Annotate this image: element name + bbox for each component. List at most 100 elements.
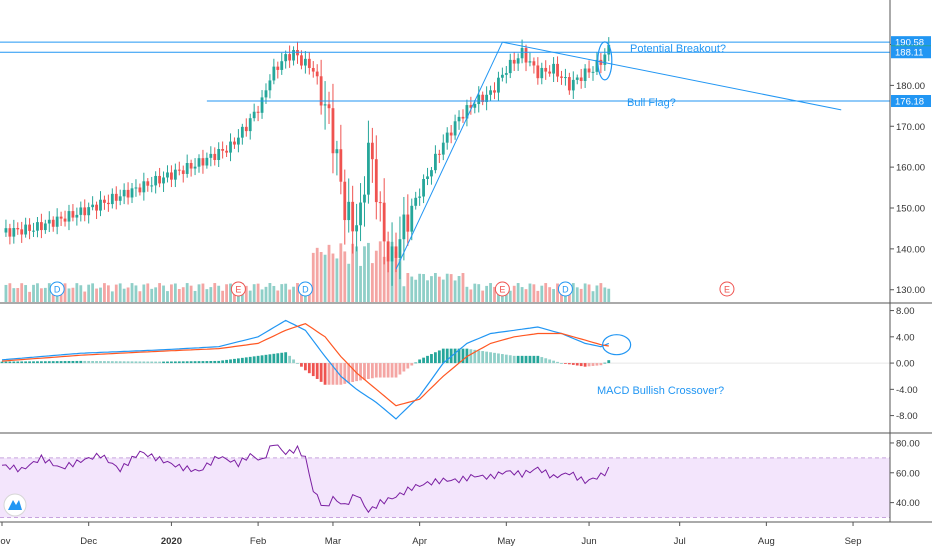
macd-histogram-bar — [237, 358, 240, 364]
volume-bar — [367, 242, 370, 302]
macd-histogram-bar — [4, 361, 8, 364]
macd-histogram-bar — [524, 355, 528, 364]
volume-bar — [55, 291, 59, 302]
macd-histogram-bar — [477, 350, 481, 364]
macd-histogram-bar — [256, 355, 260, 364]
event-marker-label: E — [499, 285, 505, 295]
volume-bar — [272, 285, 276, 302]
price-label-box — [891, 46, 931, 59]
volume-bar — [351, 243, 355, 302]
macd-histogram-bar — [122, 361, 126, 364]
candle-body — [603, 54, 607, 65]
macd-histogram-bar — [528, 355, 532, 364]
volume-bar — [268, 283, 272, 302]
logo-icon[interactable] — [3, 493, 27, 517]
macd-histogram-bar — [158, 361, 161, 364]
event-marker-e[interactable]: E — [719, 281, 735, 297]
candle-body — [548, 71, 552, 74]
event-marker-e[interactable]: E — [494, 281, 510, 297]
candle-body — [327, 104, 331, 109]
volume-bar — [260, 289, 264, 302]
candle-body — [508, 59, 512, 74]
candlesticks[interactable] — [4, 37, 611, 286]
volume-bar — [256, 283, 260, 302]
macd-histogram-bar — [12, 361, 16, 364]
annotation-macd-crossover: MACD Bullish Crossover? — [597, 385, 724, 397]
candle-body — [410, 205, 414, 232]
volume-bar — [599, 283, 603, 302]
candle-body — [32, 230, 35, 232]
time-tick-label: Feb — [250, 536, 266, 547]
volume-bar — [225, 284, 228, 302]
candle-body — [544, 67, 548, 72]
macd-histogram-bar — [150, 361, 154, 364]
candle-body — [150, 185, 154, 187]
volume-bar — [177, 288, 181, 302]
macd-histogram-bar — [292, 359, 295, 364]
macd-histogram-bar — [343, 363, 347, 384]
volume-bar — [359, 265, 362, 302]
candle-body — [370, 142, 374, 160]
event-marker-d[interactable]: D — [297, 281, 313, 297]
volume-bar — [402, 286, 406, 302]
macd-histogram-bar — [221, 360, 225, 364]
macd-histogram-bar — [406, 363, 410, 369]
volume-bar — [315, 247, 319, 302]
volume-bar — [564, 291, 567, 302]
volume-bar — [166, 291, 169, 302]
volume-bar — [575, 287, 579, 302]
macd-histogram-bar — [493, 352, 496, 364]
macd-histogram-bar — [532, 355, 536, 364]
volume-bar — [437, 276, 441, 302]
candle-body — [497, 77, 500, 93]
volume-bar — [47, 283, 51, 302]
candle-body — [201, 158, 205, 166]
trendlines[interactable] — [0, 41, 890, 270]
candle-body — [540, 67, 544, 79]
macd-histogram-bar — [114, 361, 118, 364]
volume-bar — [548, 287, 552, 302]
macd-histogram-bar — [556, 361, 559, 364]
macd-pane[interactable] — [0, 319, 890, 420]
volume-bar — [280, 284, 284, 302]
macd-histogram-bar — [374, 363, 378, 378]
volume-bar — [114, 284, 118, 302]
candle-body — [158, 175, 161, 184]
macd-histogram-bar — [497, 353, 500, 364]
volume-bar — [481, 290, 485, 302]
event-marker-d[interactable]: D — [49, 281, 65, 297]
volume-bar — [556, 283, 559, 302]
event-marker-d[interactable]: D — [557, 281, 573, 297]
macd-histogram-bar — [599, 363, 603, 366]
volume-bar — [122, 288, 126, 302]
candle-body — [607, 44, 611, 55]
volume-bar — [512, 285, 516, 302]
volume-bar — [335, 258, 339, 302]
candle-body — [422, 178, 425, 197]
candle-body — [16, 228, 20, 230]
volume-bar — [528, 283, 532, 302]
volume-bar — [382, 256, 386, 302]
macd-histogram-bar — [430, 354, 433, 364]
macd-histogram-bar — [485, 351, 489, 364]
macd-histogram-bar — [134, 361, 138, 364]
candle-body — [414, 197, 418, 206]
volume-bar — [603, 287, 607, 302]
volume-bar — [544, 283, 548, 302]
volume-bar — [158, 283, 161, 302]
price-tick-label: 130.00 — [896, 285, 925, 296]
rsi-tick-label: 80.00 — [896, 438, 920, 449]
volume-bar — [146, 283, 150, 302]
candle-body — [445, 132, 449, 143]
candle-body — [556, 63, 559, 77]
candle-body — [343, 181, 347, 221]
event-marker-e[interactable]: E — [230, 281, 246, 297]
volume-bar — [32, 284, 35, 302]
volume-bar — [347, 263, 351, 302]
candle-body — [256, 111, 260, 113]
rsi-pane[interactable] — [0, 444, 890, 519]
candle-body — [477, 94, 481, 105]
macd-histogram-bar — [166, 361, 169, 364]
